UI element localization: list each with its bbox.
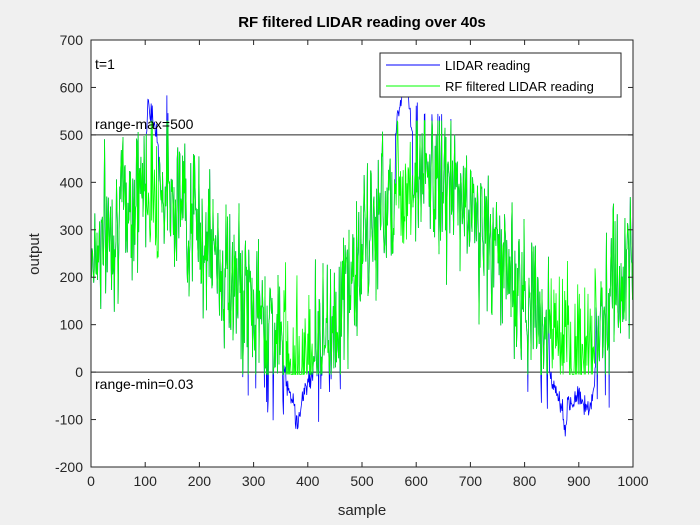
chart-title: RF filtered LIDAR reading over 40s: [238, 14, 486, 31]
legend-box: [379, 52, 622, 98]
x-tick-label: 300: [242, 473, 266, 489]
legend: LIDAR reading RF filtered LIDAR reading: [379, 52, 622, 98]
legend-label-lidar: LIDAR reading: [445, 58, 530, 73]
x-tick-label: 400: [296, 473, 320, 489]
range-max-annotation: range-max=500: [95, 116, 194, 132]
y-axis: -200 -100 0 100 200 300 400 500 600 700: [55, 32, 633, 475]
time-annotation: t=1: [95, 56, 115, 72]
range-min-annotation: range-min=0.03: [95, 376, 194, 392]
x-tick-label: 600: [405, 473, 429, 489]
x-tick-label: 200: [188, 473, 212, 489]
x-tick-label: 0: [87, 473, 95, 489]
y-tick-label: -200: [55, 459, 83, 475]
y-axis-label: output: [26, 232, 43, 275]
y-tick-label: 700: [60, 32, 84, 48]
y-tick-label: 200: [60, 269, 84, 285]
reference-lines: [91, 134, 633, 373]
y-tick-label: 300: [60, 222, 84, 238]
x-tick-label: 700: [459, 473, 483, 489]
y-tick-label: 0: [75, 364, 83, 380]
y-tick-label: 100: [60, 317, 84, 333]
x-axis-label: sample: [338, 502, 386, 519]
y-tick-label: 500: [60, 127, 84, 143]
legend-label-rf-filtered: RF filtered LIDAR reading: [445, 79, 594, 94]
x-tick-label: 1000: [617, 473, 648, 489]
y-tick-label: 600: [60, 79, 84, 95]
x-tick-label: 100: [134, 473, 158, 489]
series-layer: [90, 70, 634, 437]
series-line-rf-filtered: [90, 120, 634, 375]
x-tick-label: 800: [513, 473, 537, 489]
x-tick-label: 500: [350, 473, 374, 489]
x-tick-label: 900: [567, 473, 591, 489]
y-tick-label: 400: [60, 174, 84, 190]
x-axis: 0 100 200 300 400 500 600 700 800 900 1000: [87, 40, 649, 489]
y-tick-label: -100: [55, 412, 83, 428]
